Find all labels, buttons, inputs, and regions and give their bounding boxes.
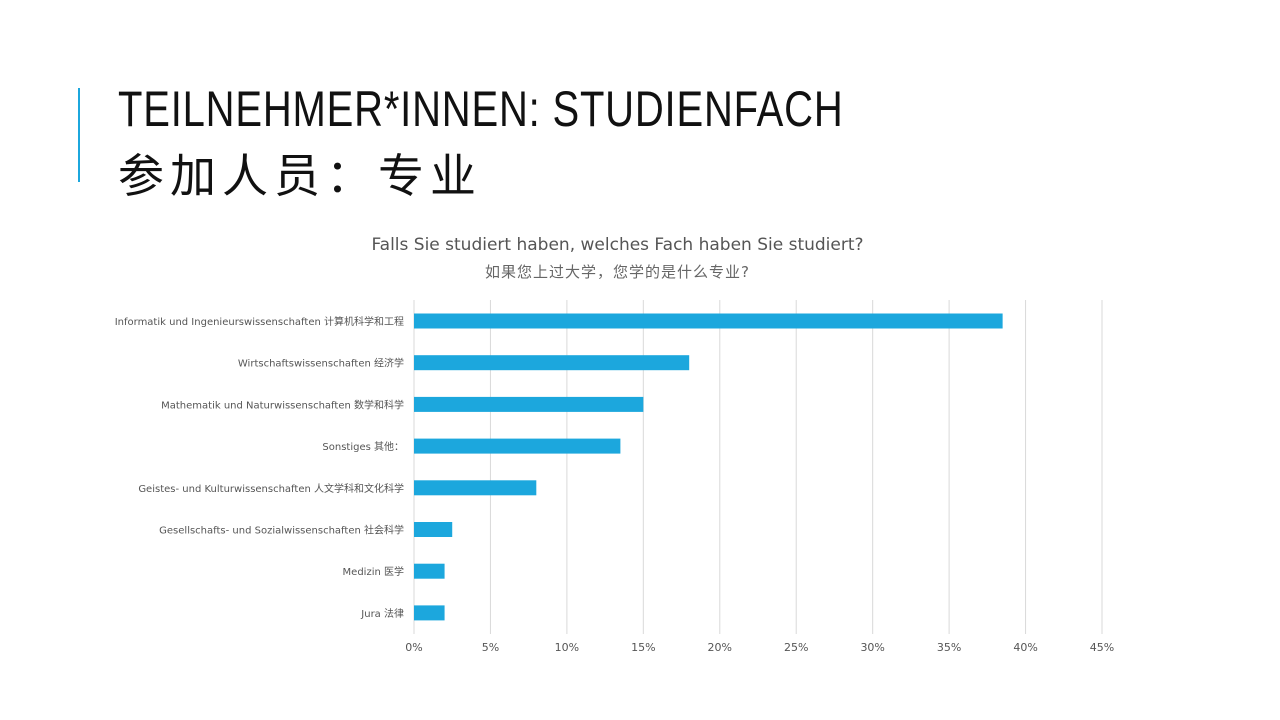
x-tick-label: 35%: [937, 641, 961, 654]
x-tick-label: 20%: [708, 641, 732, 654]
category-label: Mathematik und Naturwissenschaften 数学和科学: [161, 398, 404, 411]
x-tick-label: 0%: [405, 641, 422, 654]
bar-6: [414, 563, 445, 579]
bar-3: [414, 438, 621, 454]
category-label: Medizin 医学: [343, 565, 404, 578]
x-tick-label: 15%: [631, 641, 655, 654]
bar-1: [414, 355, 690, 371]
category-label: Wirtschaftswissenschaften 经济学: [238, 357, 404, 370]
title-accent-bar: [78, 88, 80, 182]
slide-title: TEILNEHMER*INNEN: STUDIENFACH: [118, 81, 844, 137]
chart-title: Falls Sie studiert haben, welches Fach h…: [371, 235, 864, 255]
chart-subtitle: 如果您上过大学，您学的是什么专业?: [485, 263, 750, 281]
category-label: Informatik und Ingenieurswissenschaften …: [115, 315, 404, 328]
bar-7: [414, 605, 445, 621]
slide-title-chinese: 参加人员：专业: [118, 149, 482, 203]
bar-4: [414, 480, 537, 496]
x-tick-label: 10%: [555, 641, 579, 654]
category-label: Gesellschafts- und Sozialwissenschaften …: [159, 524, 404, 537]
bar-0: [414, 313, 1003, 329]
x-tick-label: 25%: [784, 641, 808, 654]
x-tick-label: 30%: [860, 641, 884, 654]
bar-5: [414, 522, 453, 537]
x-tick-label: 40%: [1013, 641, 1037, 654]
category-label: Geistes- und Kulturwissenschaften 人文学科和文…: [138, 482, 404, 495]
bar-2: [414, 396, 644, 412]
x-tick-label: 5%: [482, 641, 499, 654]
category-label: Sonstiges 其他：: [322, 440, 404, 453]
category-label: Jura 法律: [360, 607, 404, 620]
x-tick-label: 45%: [1090, 641, 1114, 654]
